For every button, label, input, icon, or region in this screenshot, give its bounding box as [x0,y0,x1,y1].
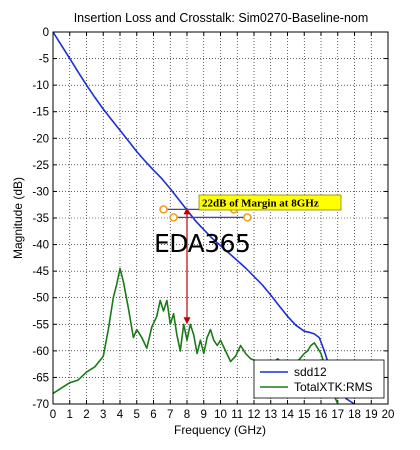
y-tick-label: -5 [39,54,49,66]
x-tick-label: 8 [184,409,190,421]
callout-handle [169,213,178,222]
legend-label: sdd12 [294,365,327,379]
y-tick-label: -55 [32,319,49,331]
y-tick-label: -10 [32,80,49,92]
x-tick-label: 10 [214,409,227,421]
margin-callout-box [198,194,342,211]
x-tick-label: 0 [50,409,56,421]
callout-handle [159,205,168,214]
y-tick-label: -60 [32,346,49,358]
x-tick-label: 19 [365,409,378,421]
x-tick-label: 4 [117,409,124,421]
x-tick-label: 17 [331,409,344,421]
x-tick-label: 2 [83,409,89,421]
y-tick-label: -50 [32,293,49,305]
series-line-sdd12 [52,31,355,405]
chart-title: Insertion Loss and Crosstalk: Sim0270-Ba… [74,11,369,25]
margin-callout-text: 22dB of Margin at 8GHz [202,198,319,210]
series-layer [52,31,355,405]
x-tick-label: 14 [281,409,294,421]
x-tick-label: 11 [231,409,243,421]
x-axis-label: Frequency (GHz) [174,423,266,437]
x-tick-label: 18 [348,409,361,421]
y-tick-label: -15 [32,107,49,119]
y-tick-label: -70 [32,399,49,411]
x-tick-label: 1 [67,409,73,421]
x-tick-label: 9 [201,409,207,421]
callout-handle [243,213,252,222]
x-tick-label: 20 [382,409,395,421]
margin-arrow-head-bottom [183,317,191,325]
x-tick-label: 7 [167,409,173,421]
y-tick-label: -40 [32,240,49,252]
x-tick-label: 16 [315,409,328,421]
y-tick-label: -35 [32,213,49,225]
x-tick-label: 5 [134,409,140,421]
y-tick-label: 0 [43,27,49,39]
y-tick-label: -65 [32,372,49,384]
x-tick-label: 15 [298,409,311,421]
legend-label: TotalXTK:RMS [294,380,373,394]
y-tick-label: -25 [32,160,49,172]
plot-frame [52,31,389,405]
y-axis-label: Magnitude (dB) [11,177,25,259]
y-tick-label: -20 [32,133,49,145]
x-tick-label: 6 [150,409,156,421]
y-tick-labels: 0 -5 -10 -15 -20 -25 -30 -35 -40 -45 -50 -55 -60 -65 -… [32,27,49,411]
legend-box [253,359,385,399]
y-tick-label: -30 [32,186,49,198]
margin-callout: 22dB of Margin at 8GHz [159,194,342,325]
x-tick-labels: 0 1 2 3 4 5 6 7 8 9 10 11 12 13 14 15 16 17 18 19 20 [50,409,395,421]
x-tick-label: 12 [248,409,261,421]
watermark: EDA365 [154,229,250,258]
x-tick-label: 3 [100,409,106,421]
margin-arrow-head-top [183,207,191,215]
y-tick-label: -45 [32,266,49,278]
x-tick-label: 13 [264,409,277,421]
series-line-totalxtk-rms [52,267,339,405]
